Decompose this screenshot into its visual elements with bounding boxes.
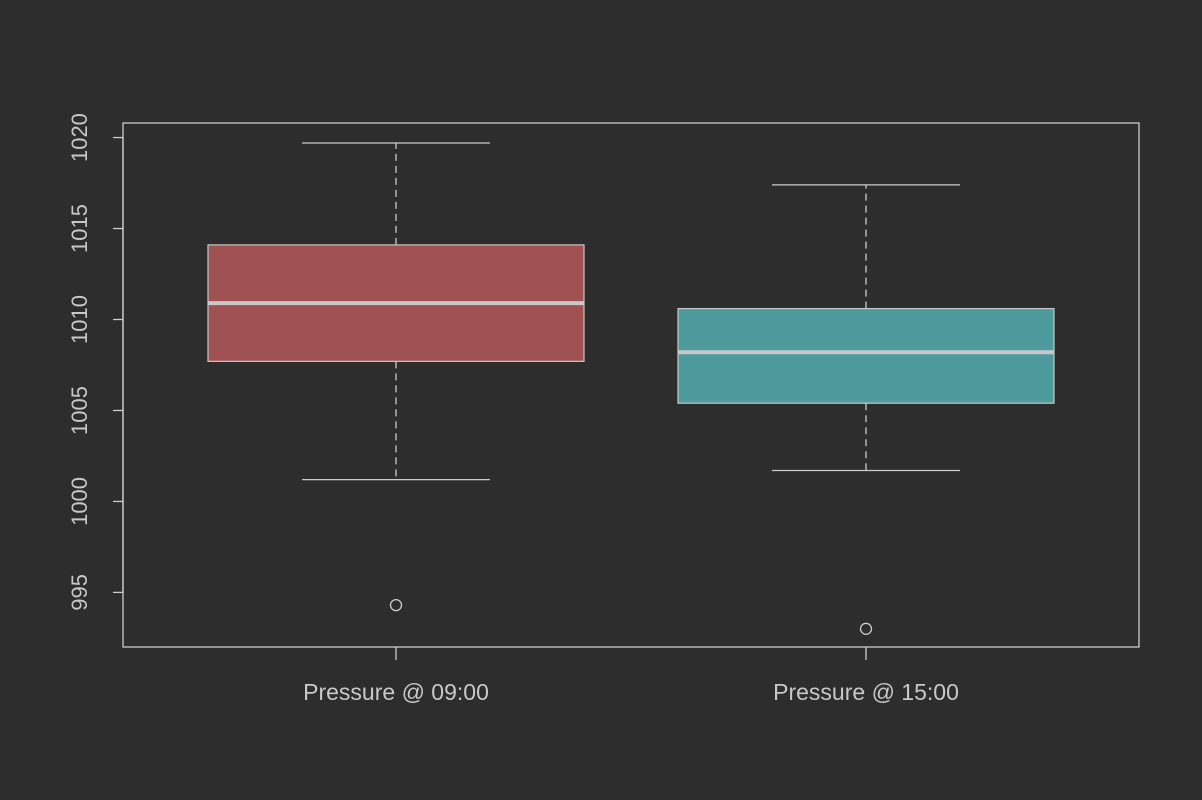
iqr-box (677, 307, 1055, 404)
x-tick-label: Pressure @ 09:00 (303, 679, 489, 705)
boxes-layer (207, 142, 1055, 635)
box-group-2 (677, 184, 1055, 635)
x-axis: Pressure @ 09:00 Pressure @ 15:00 (303, 647, 959, 705)
box-group-1 (207, 142, 585, 612)
y-axis: 995 1000 1005 1010 1015 1020 (67, 113, 124, 611)
outlier-point (389, 599, 403, 612)
y-tick-label: 1005 (67, 386, 92, 435)
y-tick-label: 1020 (67, 113, 92, 162)
y-tick-label: 1000 (67, 477, 92, 526)
y-tick-label: 1015 (67, 204, 92, 253)
y-tick-label: 995 (67, 574, 92, 611)
x-tick-label: Pressure @ 15:00 (773, 679, 959, 705)
outlier-point (859, 622, 873, 635)
y-tick-label: 1010 (67, 295, 92, 344)
